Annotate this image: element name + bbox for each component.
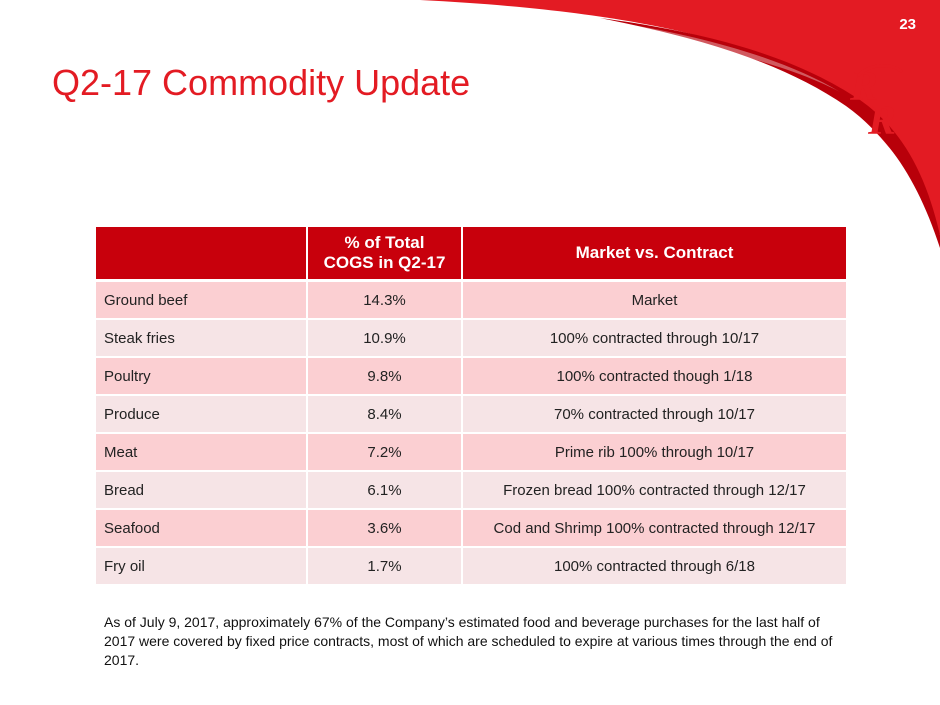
contract-status: Prime rib 100% through 10/17 <box>463 434 846 472</box>
commodity-name: Bread <box>96 472 308 510</box>
cogs-header-text: % of Total COGS in Q2-17 <box>323 233 446 272</box>
cogs-percent: 8.4% <box>308 396 463 434</box>
cogs-percent: 10.9% <box>308 320 463 358</box>
table-row: Ground beef 14.3% Market <box>96 282 846 320</box>
commodity-name: Poultry <box>96 358 308 396</box>
column-header-market-vs-contract: Market vs. Contract <box>463 227 846 282</box>
table-row: Produce 8.4% 70% contracted through 10/1… <box>96 396 846 434</box>
table-row: Fry oil 1.7% 100% contracted through 6/1… <box>96 548 846 586</box>
contract-status: 100% contracted though 1/18 <box>463 358 846 396</box>
contract-status: Frozen bread 100% contracted through 12/… <box>463 472 846 510</box>
footnote: As of July 9, 2017, approximately 67% of… <box>104 614 833 668</box>
column-header-cogs-pct: % of Total COGS in Q2-17 <box>308 227 463 282</box>
contract-status: Market <box>463 282 846 320</box>
contract-status: 100% contracted through 10/17 <box>463 320 846 358</box>
contract-status: 100% contracted through 6/18 <box>463 548 846 586</box>
cogs-percent: 6.1% <box>308 472 463 510</box>
commodity-name: Produce <box>96 396 308 434</box>
cogs-percent: 7.2% <box>308 434 463 472</box>
cogs-percent: 9.8% <box>308 358 463 396</box>
table-row: Bread 6.1% Frozen bread 100% contracted … <box>96 472 846 510</box>
cogs-percent: 14.3% <box>308 282 463 320</box>
contract-status: 70% contracted through 10/17 <box>463 396 846 434</box>
table-row: Steak fries 10.9% 100% contracted throug… <box>96 320 846 358</box>
table-row: Seafood 3.6% Cod and Shrimp 100% contrac… <box>96 510 846 548</box>
commodity-name: Meat <box>96 434 308 472</box>
commodity-table: % of Total COGS in Q2-17 Market vs. Cont… <box>96 227 846 586</box>
commodity-name: Seafood <box>96 510 308 548</box>
table-row: Meat 7.2% Prime rib 100% through 10/17 <box>96 434 846 472</box>
column-header-commodity <box>96 227 308 282</box>
commodity-name: Fry oil <box>96 548 308 586</box>
svg-text:R: R <box>867 98 896 140</box>
page-title: Q2-17 Commodity Update <box>52 62 471 103</box>
cogs-percent: 1.7% <box>308 548 463 586</box>
rr-logo-icon: R R <box>849 64 904 140</box>
page-number: 23 <box>899 16 916 33</box>
contract-status: Cod and Shrimp 100% contracted through 1… <box>463 510 846 548</box>
table-row: Poultry 9.8% 100% contracted though 1/18 <box>96 358 846 396</box>
table-header-row: % of Total COGS in Q2-17 Market vs. Cont… <box>96 227 846 282</box>
cogs-percent: 3.6% <box>308 510 463 548</box>
commodity-name: Steak fries <box>96 320 308 358</box>
commodity-name: Ground beef <box>96 282 308 320</box>
